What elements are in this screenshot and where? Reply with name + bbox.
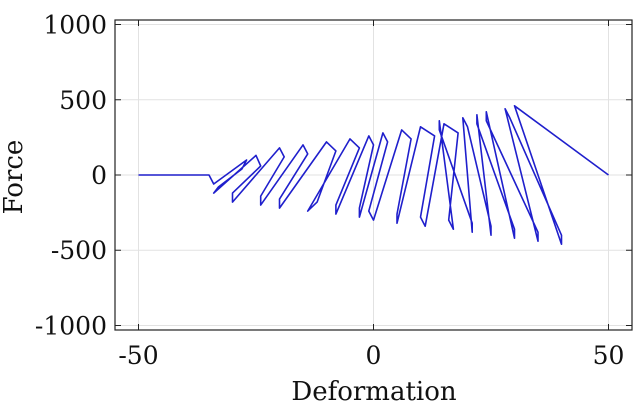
y-axis-title: Force xyxy=(0,140,29,215)
y-tick-label: -1000 xyxy=(35,311,107,340)
y-tick-label: 1000 xyxy=(43,11,107,40)
data-layer xyxy=(138,105,609,245)
x-tick-label: -50 xyxy=(118,341,158,370)
y-tick-label: 0 xyxy=(91,161,107,190)
x-tick-label: 50 xyxy=(593,341,625,370)
y-tick-label: 500 xyxy=(59,86,107,115)
y-tick-label: -500 xyxy=(51,236,107,265)
hysteresis-series-line xyxy=(138,105,609,245)
x-axis-title: Deformation xyxy=(291,377,457,407)
x-tick-label: 0 xyxy=(366,341,382,370)
